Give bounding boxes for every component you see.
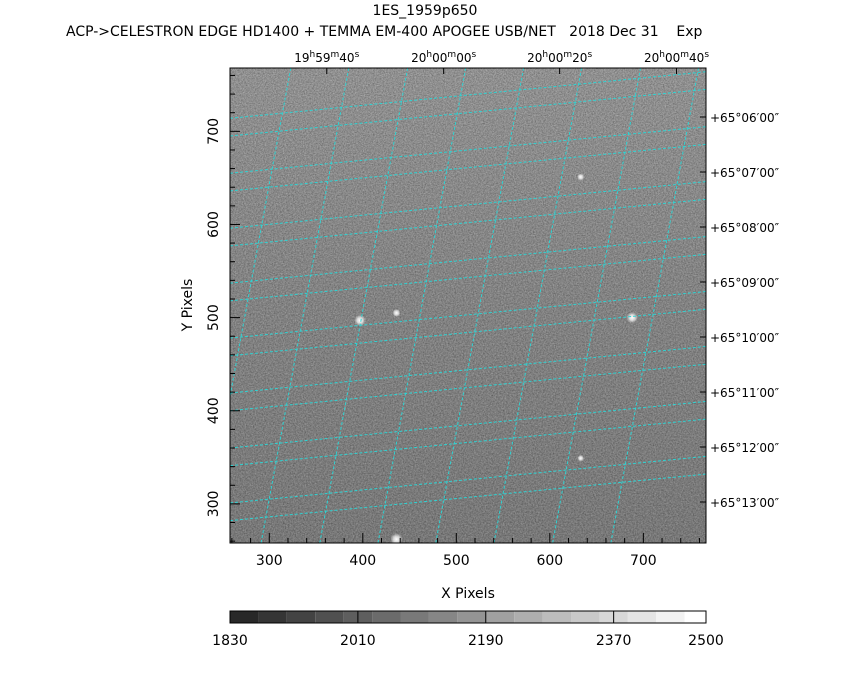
colorbar-step-0 bbox=[230, 611, 259, 623]
plot-frame bbox=[229, 67, 707, 544]
star-2 bbox=[390, 533, 403, 543]
colorbar-step-9 bbox=[485, 611, 515, 623]
ra-grid-minor-1 bbox=[435, 68, 525, 543]
ra-tick-label-0: 19h59m40s bbox=[294, 50, 359, 65]
y-tick-label-3: 600 bbox=[206, 211, 222, 238]
dec-tick-label-7: +65°13′00″ bbox=[710, 496, 780, 510]
dec-axis-ticks: +65°06′00″ +65°07′00″ +65°08′00″ +65°09′00″… bbox=[700, 111, 780, 510]
y-tick-label-2: 500 bbox=[206, 304, 222, 331]
ra-grid-line-0 bbox=[260, 68, 350, 543]
sky-image bbox=[230, 68, 706, 543]
star-0 bbox=[354, 314, 366, 327]
colorbar-tick-label-2: 2190 bbox=[468, 633, 504, 649]
y-axis-label: Y Pixels bbox=[180, 279, 196, 333]
colorbar-tick-label-4: 2500 bbox=[688, 633, 724, 649]
x-axis-label: X Pixels bbox=[441, 586, 495, 602]
ra-grid-line-2 bbox=[493, 68, 583, 543]
colorbar-step-3 bbox=[315, 611, 344, 623]
colorbar-step-10 bbox=[514, 611, 543, 623]
dec-tick-label-4: +65°10′00″ bbox=[710, 331, 780, 345]
colorbar-step-14 bbox=[627, 611, 657, 623]
colorbar bbox=[229, 610, 707, 624]
dec-tick-label-2: +65°08′00″ bbox=[710, 221, 780, 235]
x-axis-ticks: 300 400 500 600 700 bbox=[231, 533, 700, 569]
colorbar-tick-label-3: 2370 bbox=[596, 633, 632, 649]
x-tick-label-1: 400 bbox=[349, 553, 376, 569]
x-tick-label-3: 600 bbox=[536, 553, 563, 569]
x-tick-label-2: 500 bbox=[443, 553, 470, 569]
chart-subtitle: ACP->CELESTRON EDGE HD1400 + TEMMA EM-40… bbox=[66, 24, 703, 40]
colorbar-step-1 bbox=[258, 611, 287, 623]
colorbar-ticks: 1830 2010 2190 2370 2500 bbox=[212, 611, 724, 649]
x-tick-label-0: 300 bbox=[256, 553, 283, 569]
colorbar-step-8 bbox=[457, 611, 486, 623]
y-axis-ticks: 300 400 500 600 700 bbox=[206, 74, 240, 542]
colorbar-step-5 bbox=[372, 611, 401, 623]
colorbar-step-12 bbox=[571, 611, 600, 623]
ra-grid-line-1 bbox=[377, 68, 467, 543]
y-tick-label-0: 300 bbox=[206, 491, 222, 518]
ra-grid-minor-3 bbox=[230, 68, 292, 400]
ra-tick-label-3: 20h00m40s bbox=[644, 50, 709, 65]
dec-tick-label-6: +65°12′00″ bbox=[710, 441, 780, 455]
y-tick-label-4: 700 bbox=[206, 118, 222, 145]
star-4 bbox=[577, 173, 585, 181]
colorbar-tick-label-1: 2010 bbox=[340, 633, 376, 649]
colorbar-step-16 bbox=[684, 611, 706, 623]
ra-grid-minor-0 bbox=[319, 68, 409, 543]
ra-tick-label-2: 20h00m20s bbox=[527, 50, 592, 65]
colorbar-step-15 bbox=[656, 611, 685, 623]
chart-title: 1ES_1959p650 bbox=[373, 3, 478, 19]
ra-grid-minor-2 bbox=[552, 68, 642, 543]
ra-axis-ticks: 19h59m40s 20h00m00s 20h00m20s 20h00m40s bbox=[294, 50, 709, 74]
star-5 bbox=[577, 454, 585, 462]
colorbar-step-2 bbox=[286, 611, 316, 623]
dec-tick-label-3: +65°09′00″ bbox=[710, 276, 780, 290]
dec-tick-label-1: +65°07′00″ bbox=[710, 166, 780, 180]
dec-tick-label-5: +65°11′00″ bbox=[710, 386, 780, 400]
ra-tick-label-1: 20h00m00s bbox=[411, 50, 476, 65]
colorbar-step-7 bbox=[428, 611, 458, 623]
star-1 bbox=[626, 312, 638, 324]
y-tick-label-1: 400 bbox=[206, 397, 222, 424]
colorbar-tick-label-0: 1830 bbox=[212, 633, 248, 649]
star-3 bbox=[392, 308, 401, 317]
x-tick-label-4: 700 bbox=[630, 553, 657, 569]
colorbar-step-11 bbox=[542, 611, 572, 623]
colorbar-step-6 bbox=[400, 611, 429, 623]
dec-tick-label-0: +65°06′00″ bbox=[710, 111, 780, 125]
